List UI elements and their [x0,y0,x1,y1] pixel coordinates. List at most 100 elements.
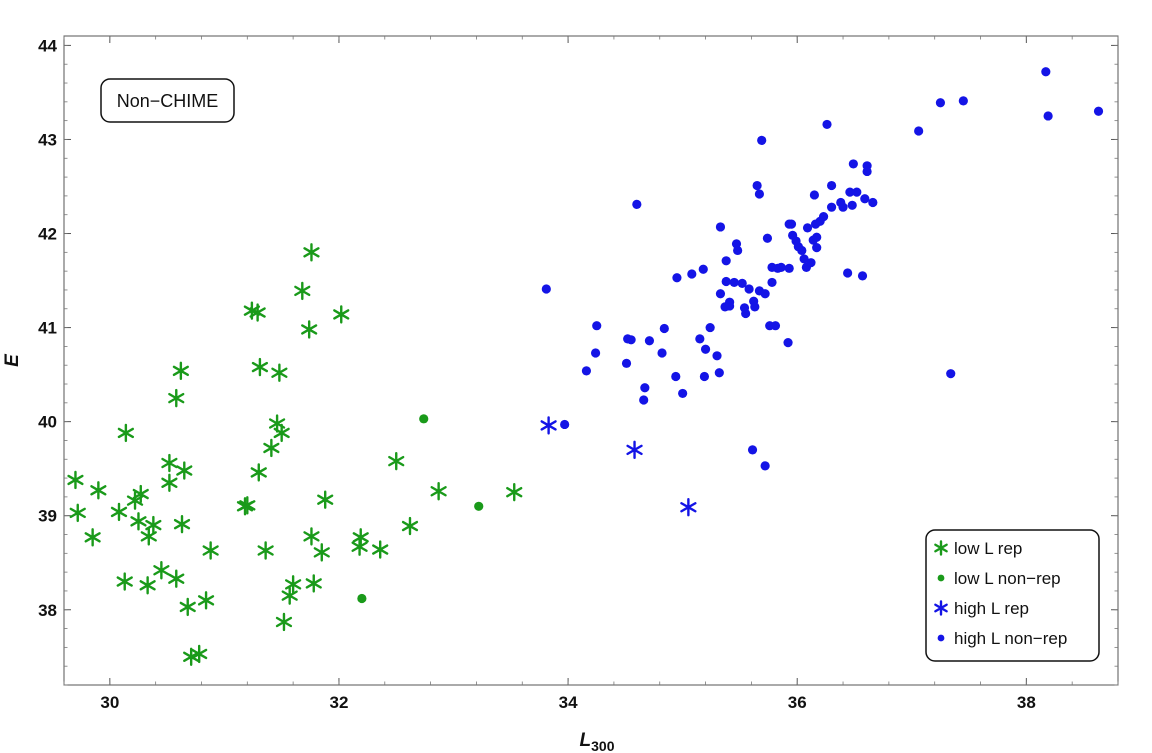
data-point [659,323,669,334]
legend-label: low L rep [954,539,1022,558]
data-point [303,527,320,546]
data-point [168,388,185,408]
data-point [67,470,84,490]
data-point [680,498,697,517]
data-point [333,305,350,324]
data-point [700,344,711,354]
data-point [90,481,107,500]
x-axis-title: L300 [580,730,615,753]
series-2 [540,416,697,517]
plot-frame [63,35,1119,686]
data-point [838,202,848,212]
data-point [760,289,770,299]
data-point [721,276,731,287]
data-point [657,348,667,358]
data-point [313,543,330,562]
data-point [1093,106,1104,116]
data-point [145,515,162,535]
data-point [725,297,735,307]
data-point [639,395,649,405]
data-point [110,502,128,522]
x-tick-label: 32 [329,693,348,712]
data-point [84,528,101,547]
data-point [250,463,267,482]
data-point [705,322,715,333]
data-point [271,363,288,382]
data-point [672,273,682,283]
data-point [301,320,318,339]
data-point [317,490,334,509]
data-point [401,516,419,536]
data-point [747,445,758,455]
data-point [762,233,773,243]
data-point [822,119,832,130]
data-point [183,647,200,666]
data-point [626,335,636,345]
data-point [540,416,557,435]
series-0 [67,243,523,666]
x-tick-label: 30 [100,693,119,712]
data-point [474,501,484,511]
data-point [117,423,134,443]
data-point [845,187,855,197]
data-point [806,258,816,268]
data-point [191,644,208,664]
data-point [168,569,185,588]
data-point [958,96,968,106]
data-point [809,190,820,200]
data-point [592,321,602,331]
data-point [305,574,322,593]
data-point [784,263,794,273]
data-point [757,135,767,146]
data-point [750,302,760,312]
data-point [818,211,829,222]
data-point [914,126,924,136]
legend-label: high L non−rep [954,629,1067,648]
data-point [257,541,274,560]
series-3 [541,67,1104,471]
data-point [132,484,149,504]
data-point [560,419,570,430]
y-tick-label: 40 [38,413,57,432]
data-point [640,383,650,393]
legend-marker [934,540,948,556]
data-point [590,348,601,358]
legend-marker [937,574,945,582]
y-tick-label: 41 [38,319,57,338]
data-point [626,440,643,460]
data-point [173,514,191,534]
data-point [273,423,290,443]
data-point [852,187,862,197]
data-point [116,572,133,591]
data-point [843,268,853,278]
data-point [69,503,86,523]
data-point [812,232,822,242]
data-point [783,338,793,348]
data-point [848,159,858,169]
data-point [130,512,147,531]
data-point [251,357,269,377]
data-point [799,254,809,264]
annotation-box [100,78,235,123]
data-point [695,334,705,344]
data-point [153,561,170,580]
data-point [671,371,681,382]
data-point [263,438,280,458]
x-tick-label: 38 [1017,693,1036,712]
data-point [139,576,156,595]
data-point [802,223,813,233]
data-point [760,461,770,471]
y-tick-label: 42 [38,225,57,244]
data-point [862,166,872,177]
data-point [197,591,215,610]
legend-box [925,529,1100,662]
data-point [860,194,870,204]
data-point [721,256,731,266]
data-point [430,482,447,501]
data-point [776,262,786,272]
y-tick-label: 44 [38,36,57,55]
y-axis-title: E [2,353,23,367]
data-point [281,586,298,605]
